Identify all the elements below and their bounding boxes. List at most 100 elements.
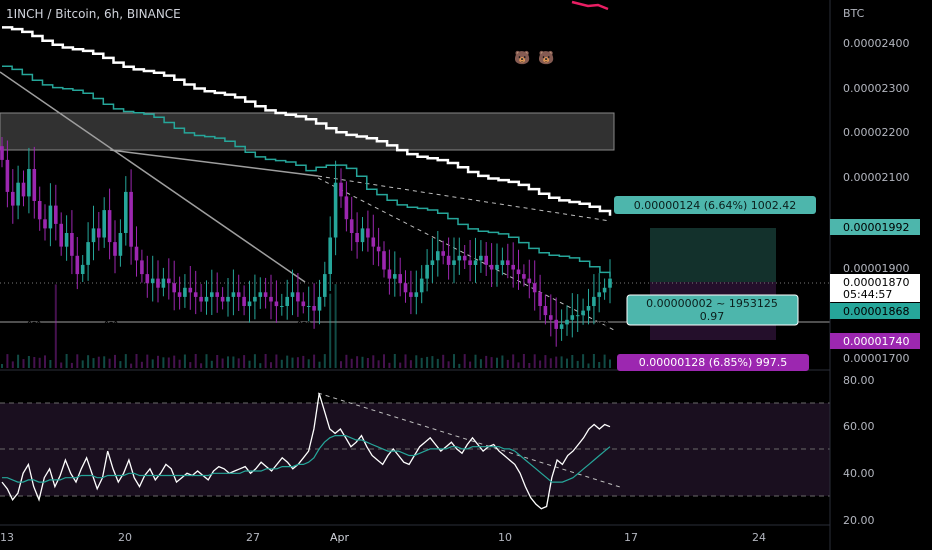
candle-body — [575, 315, 580, 317]
volume-bar — [582, 354, 585, 368]
volume-bar — [151, 359, 154, 368]
candle-body — [43, 219, 47, 229]
volume-bar — [603, 354, 606, 368]
candle-body — [258, 292, 263, 297]
volume-bar — [167, 357, 170, 368]
candle-body — [511, 264, 515, 270]
candle-body — [409, 292, 413, 297]
candle-body — [387, 269, 392, 279]
candle-body — [403, 283, 408, 293]
candle-body — [48, 205, 53, 229]
bull-face-icon: 🐮 — [27, 320, 41, 334]
volume-bar — [404, 354, 407, 368]
stop-label-box[interactable] — [617, 354, 809, 371]
volume-bar — [227, 356, 229, 368]
volume-bar — [356, 356, 359, 368]
price-tick: 0.00002100 — [843, 171, 909, 184]
candle-body — [581, 310, 585, 316]
trendline-descending-1[interactable] — [0, 71, 306, 283]
bull-face-icon: 🐮 — [595, 320, 609, 334]
chart-title: 1INCH / Bitcoin, 6h, BINANCE — [6, 7, 181, 21]
candle-body — [290, 292, 295, 297]
stop-price-label: 0.00001740 — [843, 335, 909, 348]
candle-body — [226, 296, 230, 302]
target-label-box[interactable] — [614, 196, 816, 214]
volume-bar — [609, 359, 611, 368]
candle-body — [565, 319, 569, 325]
volume-bar — [598, 362, 601, 368]
time-tick: 17 — [624, 531, 638, 544]
rsi-tick: 80.00 — [843, 374, 875, 387]
candle-body — [150, 278, 155, 284]
time-tick: 13 — [0, 531, 14, 544]
target-zone[interactable] — [650, 228, 776, 282]
volume-bar — [76, 354, 79, 368]
volume-bar — [173, 355, 176, 368]
candle-body — [538, 292, 542, 306]
candle-body — [11, 191, 15, 206]
volume-bar — [97, 356, 100, 368]
candle-body — [592, 296, 596, 306]
volume-bar — [323, 354, 326, 368]
candle-body — [199, 296, 203, 302]
candle-body — [5, 159, 10, 192]
volume-bar — [221, 358, 224, 368]
price-tick: 0.00002300 — [843, 82, 909, 95]
volume-bar — [485, 355, 488, 368]
bull-face-icon: 🐮 — [104, 320, 118, 334]
candle-body — [473, 260, 478, 265]
volume-bar — [528, 363, 531, 368]
volume-bar — [22, 359, 25, 368]
volume-bar — [119, 361, 122, 368]
candle-body — [21, 182, 26, 197]
candle-body — [306, 306, 311, 307]
volume-bar — [253, 354, 256, 368]
mid-label-box[interactable] — [626, 294, 799, 326]
time-tick: 20 — [118, 531, 132, 544]
price-tick: 0.00002200 — [843, 126, 909, 139]
candle-body — [172, 283, 176, 293]
candle-body — [479, 255, 483, 261]
volume-bar — [49, 360, 52, 368]
volume-bar — [205, 354, 208, 368]
candle-body — [91, 228, 96, 243]
current-price-tag — [830, 274, 920, 302]
candle-body — [193, 292, 198, 297]
volume-bar — [350, 358, 353, 368]
volume-bar — [388, 362, 391, 368]
candle-body — [559, 324, 564, 329]
candle-body — [382, 251, 386, 270]
volume-bar — [237, 358, 240, 368]
price-axis-currency: BTC — [843, 7, 865, 20]
candle-body — [484, 255, 488, 265]
volume-bar — [291, 357, 294, 368]
candle-body — [140, 260, 144, 275]
volume-bar — [6, 354, 9, 368]
rsi-ma-line — [2, 435, 611, 483]
volume-bar — [555, 356, 558, 368]
candle-body — [220, 296, 225, 302]
volume-bar — [560, 356, 563, 368]
volume-bar — [157, 355, 159, 368]
volume-bar — [216, 355, 219, 368]
volume-bar — [544, 355, 547, 368]
volume-bar — [506, 359, 509, 368]
price-tick: 0.00001700 — [843, 352, 909, 365]
mid-label-line2: 0.97 — [700, 310, 725, 323]
volume-bar — [114, 354, 116, 368]
candle-body — [543, 306, 548, 316]
candle-body — [317, 296, 322, 311]
trendline-descending-2[interactable] — [109, 149, 319, 177]
volume-bar — [162, 357, 165, 368]
candle-body — [27, 169, 31, 197]
volume-bar — [130, 363, 133, 368]
target-label: 0.00000124 (6.64%) 1002.42 — [634, 199, 797, 212]
volume-bar — [65, 354, 68, 368]
volume-bars — [1, 284, 611, 368]
volume-bar — [313, 354, 316, 368]
candle-body — [124, 191, 128, 233]
volume-bar — [60, 362, 63, 368]
volume-bar — [463, 354, 466, 368]
candle-body — [204, 296, 209, 302]
